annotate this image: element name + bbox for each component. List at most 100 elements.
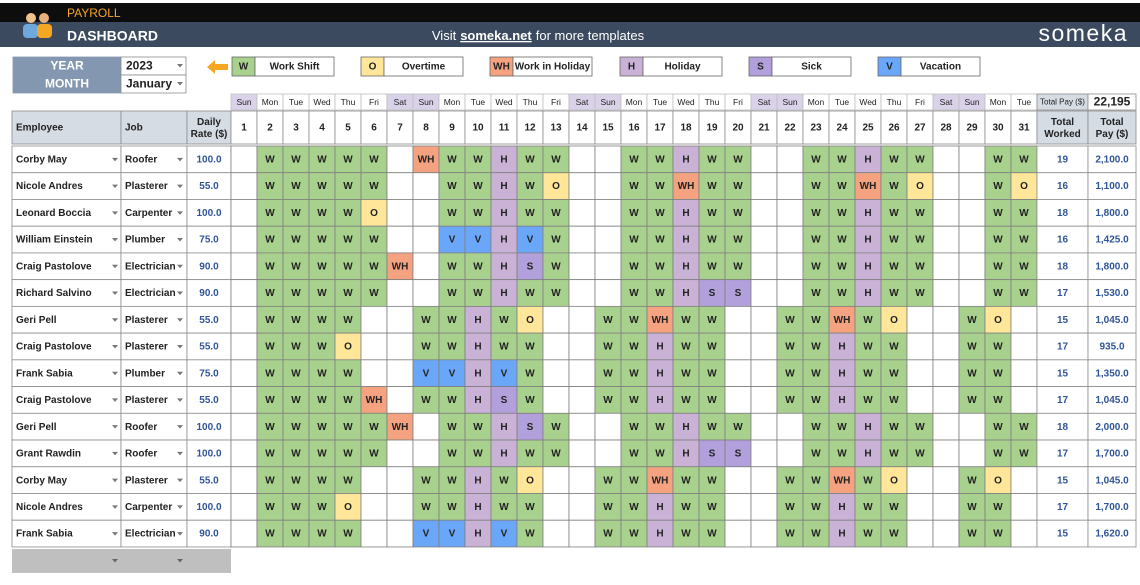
shift-code: W <box>291 261 301 272</box>
day-cell <box>828 145 856 174</box>
dropdown-arrow[interactable] <box>177 451 183 456</box>
filter-value[interactable]: January <box>126 77 172 91</box>
dropdown-arrow[interactable] <box>112 238 118 242</box>
dropdown-arrow[interactable] <box>177 291 183 296</box>
dropdown-arrow[interactable] <box>177 184 183 189</box>
shift-code: W <box>785 529 795 540</box>
job-name: Plasterer <box>125 315 168 326</box>
dropdown-arrow[interactable] <box>112 264 118 269</box>
dropdown-arrow[interactable] <box>112 157 118 162</box>
day-cell <box>490 359 518 387</box>
dropdown-arrow[interactable] <box>112 211 118 215</box>
dropdown-arrow[interactable] <box>177 371 183 376</box>
dropdown-arrow[interactable] <box>112 291 118 296</box>
dropdown-arrow[interactable] <box>112 344 118 349</box>
dropdown-arrow[interactable] <box>112 478 118 483</box>
day-cell <box>1010 199 1038 227</box>
total-worked: 15 <box>1057 475 1069 486</box>
dropdown-arrow[interactable] <box>177 532 183 536</box>
day-cell <box>906 359 934 387</box>
dropdown-arrow[interactable] <box>112 425 118 429</box>
dropdown-arrow[interactable] <box>112 451 118 456</box>
shift-code: W <box>343 315 353 326</box>
shift-code: W <box>317 395 327 406</box>
dropdown-arrow[interactable] <box>177 157 183 162</box>
shift-code: W <box>785 368 795 379</box>
day-number: 1 <box>241 123 247 134</box>
dropdown-arrow[interactable] <box>177 398 183 402</box>
column-header: Job <box>125 123 143 134</box>
dropdown-arrow[interactable] <box>112 505 118 509</box>
day-number: 15 <box>602 123 614 134</box>
dropdown-arrow[interactable] <box>177 64 183 68</box>
dropdown-arrow[interactable] <box>112 398 118 402</box>
employee-cell <box>11 305 122 334</box>
dropdown-arrow[interactable] <box>177 264 183 269</box>
day-cell <box>464 519 492 548</box>
shift-code: W <box>707 315 717 326</box>
shift-code: W <box>993 208 1003 219</box>
day-cell <box>750 412 778 441</box>
day-cell <box>230 466 258 494</box>
shift-code: W <box>291 155 301 166</box>
filter-value[interactable]: 2023 <box>126 59 153 73</box>
dropdown-arrow[interactable] <box>112 532 118 536</box>
weekday-label: Fri <box>915 97 925 107</box>
day-cell <box>386 466 414 494</box>
shift-code: S <box>735 288 742 299</box>
shift-code: WH <box>366 395 383 406</box>
dropdown-arrow[interactable] <box>112 318 118 322</box>
day-cell <box>620 199 648 227</box>
rate-cell <box>186 466 232 494</box>
shift-code: H <box>864 235 871 246</box>
employee-name: Leonard Boccia <box>16 208 91 219</box>
summary-value-box <box>1087 93 1137 111</box>
shift-code: W <box>265 261 275 272</box>
dropdown-arrow[interactable] <box>177 238 183 242</box>
shift-code: W <box>707 422 717 433</box>
shift-code: W <box>707 342 717 353</box>
shift-code: H <box>864 449 871 460</box>
shift-code: H <box>474 395 481 406</box>
day-cell <box>282 305 310 334</box>
brand-logo[interactable]: someka <box>1038 20 1128 46</box>
shift-code: W <box>707 261 717 272</box>
dropdown-arrow[interactable] <box>177 344 183 349</box>
legend-code: V <box>886 62 893 73</box>
dropdown-arrow[interactable] <box>177 82 183 86</box>
day-cell <box>230 519 258 548</box>
dropdown-arrow[interactable] <box>112 184 118 189</box>
shift-code: S <box>527 422 534 433</box>
total-pay: 1,530.0 <box>1095 288 1129 299</box>
day-cell <box>698 172 726 200</box>
day-cell <box>620 172 648 200</box>
shift-code: W <box>551 288 561 299</box>
shift-code: W <box>889 155 899 166</box>
dropdown-arrow[interactable] <box>177 505 183 509</box>
day-cell <box>516 305 544 334</box>
dropdown-arrow[interactable] <box>177 478 183 483</box>
daily-rate: 90.0 <box>199 288 219 299</box>
shift-code: W <box>811 315 821 326</box>
day-cell <box>906 439 934 468</box>
dropdown-arrow[interactable] <box>112 558 118 563</box>
shift-code: W <box>993 155 1003 166</box>
day-cell <box>490 305 518 334</box>
visit-link[interactable]: someka.net <box>460 28 532 43</box>
shift-code: W <box>369 288 379 299</box>
shift-code: V <box>501 368 508 379</box>
day-cell <box>932 172 960 200</box>
column-header: Employee <box>16 123 64 134</box>
shift-code: W <box>889 181 899 192</box>
total-pay-cell <box>1087 172 1137 200</box>
dropdown-arrow[interactable] <box>177 211 183 215</box>
dropdown-arrow[interactable] <box>177 425 183 429</box>
dropdown-arrow[interactable] <box>177 318 183 322</box>
dropdown-arrow[interactable] <box>112 371 118 376</box>
day-cell <box>724 386 752 414</box>
dropdown-arrow[interactable] <box>177 558 183 563</box>
day-cell <box>854 225 882 254</box>
day-cell <box>438 493 466 521</box>
day-cell <box>620 225 648 254</box>
day-number: 27 <box>914 123 926 134</box>
